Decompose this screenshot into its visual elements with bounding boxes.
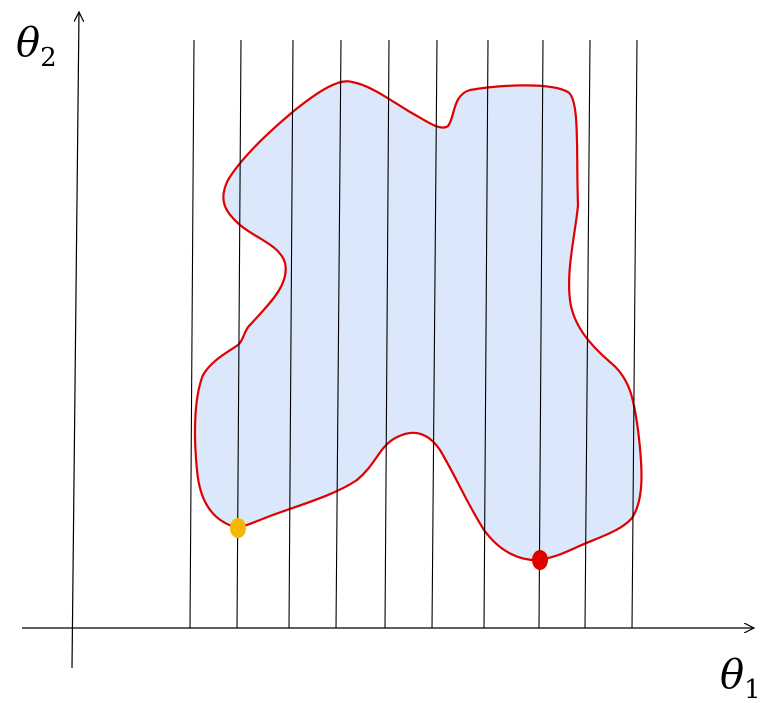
horizontal-axis-symbol: θ	[720, 652, 744, 698]
vertical-line	[236, 39, 242, 629]
feasible-region	[193, 80, 643, 562]
horizontal-axis-subscript: 1	[744, 675, 761, 703]
vertical-line	[483, 39, 489, 629]
vertical-line	[288, 39, 294, 629]
vertical-line	[631, 39, 638, 629]
vertical-line	[431, 39, 438, 629]
vertical-line	[384, 39, 390, 629]
vertical-line	[538, 39, 544, 629]
vertical-axis-symbol: θ	[16, 20, 40, 66]
vertical-axis-label: θ2	[16, 20, 57, 73]
vertical-line	[584, 39, 591, 629]
vertical-axis	[71, 12, 79, 669]
vertical-line	[189, 39, 195, 629]
vertical-lines	[189, 39, 638, 629]
vertical-line	[335, 39, 342, 629]
vertical-axis-subscript: 2	[40, 43, 57, 73]
left-point-marker	[230, 518, 246, 538]
right-point-marker	[532, 550, 548, 570]
horizontal-axis-label: θ1	[720, 652, 761, 703]
